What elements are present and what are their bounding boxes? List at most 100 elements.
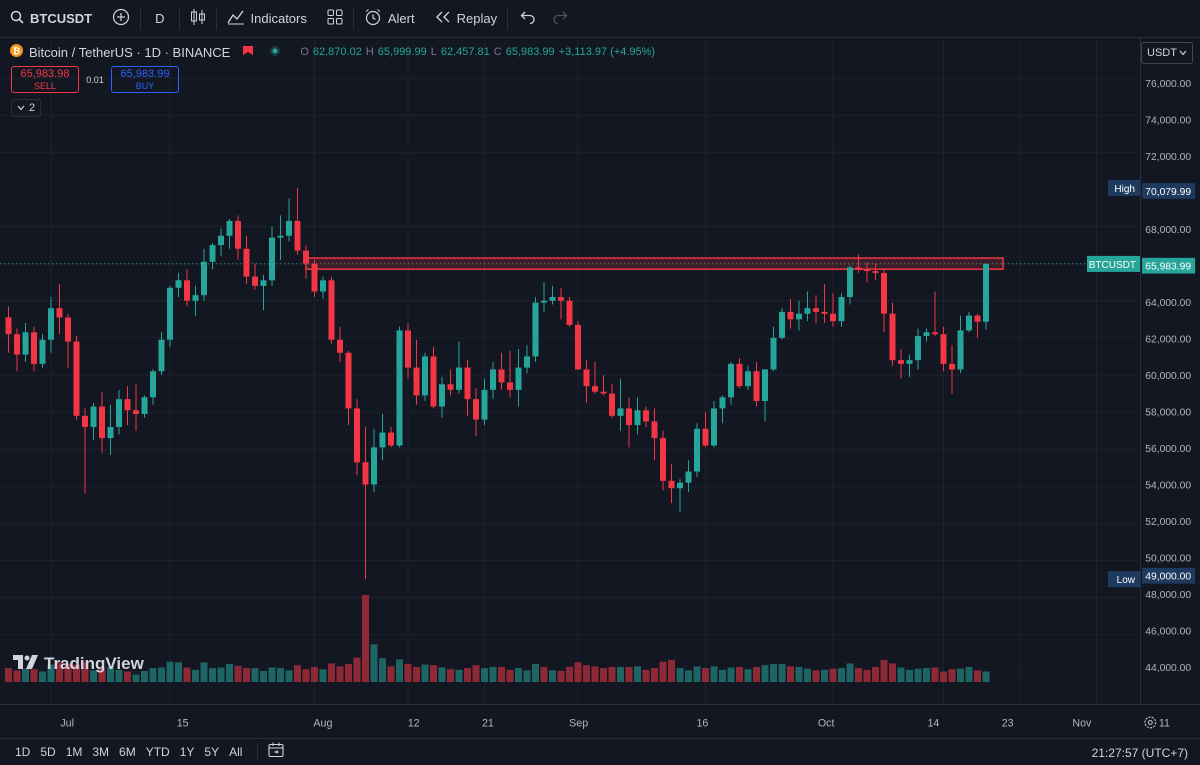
volume-bar [931,667,939,682]
timeframe-5d[interactable]: 5D [40,745,56,759]
timeframe-6m[interactable]: 6M [119,745,136,759]
sell-button[interactable]: 65,983.98 SELL [11,66,79,93]
volume-bar [260,670,267,682]
candle-body [983,263,989,322]
price-tick-label: 50,000.00 [1145,553,1191,564]
settings-gear-icon[interactable] [1144,716,1157,729]
candle-body [949,363,955,370]
chart-pane[interactable]: High Low BTCUSDT [0,38,1140,704]
candle-body [31,332,37,364]
candle [269,226,275,286]
candle [830,293,836,327]
candle-body [796,313,802,320]
volume-bar [430,665,437,682]
volume-bar [753,666,760,682]
candle [651,408,658,461]
candle-body [473,399,479,420]
timeframe-all[interactable]: All [229,745,243,759]
timeframe-3m[interactable]: 3M [92,745,110,759]
compare-symbol-button[interactable] [102,0,140,38]
clock[interactable]: 21:27:57 (UTC+7) [1091,745,1188,760]
volume-bar [634,666,641,682]
high-price-tag-label-box [1108,179,1140,196]
candle-body [575,324,581,370]
tradingview-wordmark: TradingView [44,654,144,673]
candle [201,248,207,301]
candle [966,311,972,333]
alert-button[interactable]: Alert [354,0,425,38]
layout-templates-button[interactable] [317,0,353,38]
date-range-icon[interactable] [268,742,286,763]
flag-icon[interactable] [242,45,254,60]
timeframe-ytd[interactable]: YTD [145,745,170,759]
candle-body [294,220,301,251]
time-tick-label: Sep [569,717,588,729]
price-tick-label: 72,000.00 [1145,152,1191,163]
candle [31,326,37,372]
candle [600,375,607,396]
volume-bar [370,644,378,682]
high-price-tag: 70,079.99 [1141,183,1196,199]
current-price-value: 65,983.99 [1145,262,1191,273]
time-tick-label: 23 [1002,717,1014,729]
volume-bar [141,670,148,682]
volume-bar [362,595,369,682]
candle [14,328,20,372]
candle [158,332,165,375]
candle-body [711,408,717,446]
candle-body [218,235,224,246]
volume-bar [693,666,701,682]
candle-body [354,408,360,463]
time-axis[interactable]: Jul 15 Aug 12 21 Sep 16 Oct 14 23 Nov 11 [0,704,1200,738]
candle [413,339,420,405]
timeframe-1d[interactable]: 1D [15,745,31,759]
chart-type-button[interactable] [180,0,216,38]
candle [175,272,182,298]
candle [838,293,845,327]
candle [311,259,318,298]
symbol-search[interactable]: BTCUSDT [0,0,102,38]
candle [558,287,564,320]
plus-circle-icon [112,8,130,29]
timeframe-1m[interactable]: 1M [65,745,83,759]
candle [141,395,148,418]
indicators-collapse-button[interactable]: 2 [11,99,42,117]
tradingview-logo[interactable]: TradingView [13,654,144,674]
candle [821,284,828,324]
high-price-tag-value-box [1141,183,1196,199]
time-tick-label: 11 [1159,717,1170,729]
interval-button[interactable]: D [141,0,178,38]
candle-body [762,369,768,401]
volume-bar [328,663,335,682]
candle [124,386,131,426]
ohlc-values: O 62,870.02 H 65,999.99 L 62,457.81 C 65,983… [300,46,655,58]
volume-bar [413,666,420,682]
undo-button[interactable] [508,0,548,38]
currency-select[interactable]: USDT [1141,42,1193,64]
indicators-button[interactable]: Indicators [217,0,317,38]
candle-body [464,367,471,400]
candle [609,384,615,418]
replay-button[interactable]: Replay [425,0,507,38]
timeframe-1y[interactable]: 1Y [179,745,195,759]
currency-label: USDT [1147,47,1177,59]
grid [0,38,1140,704]
price-axis[interactable]: 44,000.00 46,000.00 48,000.00 50,000.00 52,0… [1140,38,1200,704]
volume-bar [73,664,80,682]
volume-bar [625,666,633,682]
volume-bar [965,666,973,682]
redo-button[interactable] [548,0,572,38]
redo-icon [552,10,568,27]
open-label: O [300,46,309,58]
buy-button[interactable]: 65,983.99 BUY [111,66,179,93]
candle [804,291,811,322]
timeframe-5y[interactable]: 5Y [204,745,220,759]
volume-bar [115,669,123,682]
volume-bar [387,666,395,682]
candle [439,376,445,418]
candle-body [371,447,377,485]
volume-bar [651,668,658,682]
candle [753,362,760,407]
candle [39,334,46,368]
volume-bar [166,661,174,682]
